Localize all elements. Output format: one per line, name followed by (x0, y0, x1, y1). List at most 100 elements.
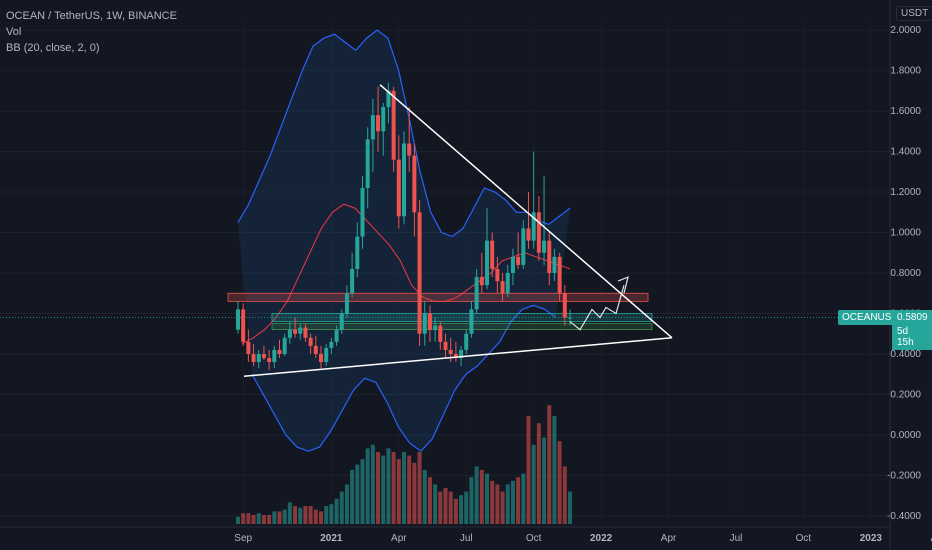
candle-body (427, 313, 432, 330)
candle-body (485, 240, 489, 286)
volume-bar (422, 470, 427, 524)
volume-bar (381, 455, 386, 524)
candle (339, 309, 344, 334)
volume-bar (412, 462, 417, 524)
legend-volume[interactable]: Vol (6, 26, 22, 38)
candle-body (422, 313, 427, 334)
currency-unit[interactable]: USDT (896, 6, 932, 21)
candle-body (381, 107, 386, 132)
candle (241, 303, 246, 346)
volume-bar (552, 416, 557, 524)
candle-body (459, 349, 464, 359)
candle (516, 232, 521, 269)
candle (251, 343, 256, 367)
volume-bar (251, 515, 256, 524)
candle (360, 175, 365, 249)
candle (407, 107, 412, 172)
y-tick-label: 1.2000 (890, 187, 921, 198)
x-tick-label: Apr (661, 533, 677, 544)
candle (495, 256, 500, 294)
descending-trendline (379, 84, 673, 339)
volume-bar (370, 444, 375, 524)
candle-body (241, 309, 246, 342)
candle-body (391, 90, 396, 160)
candle-body (236, 309, 240, 330)
volume-bar (287, 502, 292, 524)
candle (521, 220, 526, 269)
candle (490, 232, 495, 278)
volume-bar (536, 423, 541, 524)
support-resistance-zones (0, 292, 890, 330)
candle-body (344, 293, 349, 314)
candle (287, 321, 292, 344)
volume-bar (438, 491, 443, 524)
volume-bar (495, 484, 500, 524)
candle-body (516, 256, 521, 265)
volume-bar (334, 498, 339, 524)
bb-lower (251, 304, 557, 452)
candle (365, 127, 370, 209)
candle (386, 82, 391, 124)
candle-body (469, 309, 474, 334)
candle-body (272, 349, 277, 363)
y-tick-label: 1.4000 (890, 147, 921, 158)
volume-bar (293, 506, 298, 524)
candle-body (412, 155, 417, 213)
candle (443, 333, 448, 359)
volume-bar (329, 504, 334, 524)
candle (267, 349, 272, 371)
candle-body (505, 273, 510, 294)
candle-body (552, 256, 557, 274)
volume-bar (562, 466, 567, 524)
candle (277, 339, 282, 359)
volume-bar (479, 470, 484, 524)
volume-bar (313, 509, 318, 524)
candle-body (370, 115, 375, 140)
candle (272, 345, 277, 369)
volume-bar (402, 452, 406, 524)
candle (344, 285, 349, 318)
y-tick-label: 2.0000 (890, 25, 921, 36)
candle-body (407, 143, 412, 156)
y-tick-label: 0.4000 (890, 349, 921, 360)
candle-body (293, 329, 298, 334)
candle (469, 301, 474, 338)
candle (422, 301, 427, 346)
volume-bar (542, 437, 547, 524)
volume-bar (319, 511, 323, 524)
candle (526, 192, 531, 249)
volume-bar (391, 452, 396, 524)
time-axis[interactable]: Sep 2021 Apr Jul Oct 2022 Apr Jul Oct 2023 Apr (0, 526, 932, 544)
volume-bar (396, 459, 401, 524)
candle (381, 102, 386, 156)
candle (236, 301, 240, 334)
candle-body (365, 139, 370, 188)
candlesticks (236, 82, 572, 371)
candle (412, 143, 417, 237)
candle-body (298, 327, 303, 334)
volume-bar (474, 466, 479, 524)
chart-legend: OCEAN / TetherUS, 1W, BINANCE Vol BB (20… (6, 8, 177, 56)
bb-upper (237, 29, 571, 238)
candle (298, 323, 303, 340)
projection-path (569, 284, 625, 331)
candle-body (433, 325, 438, 330)
candle (256, 349, 261, 369)
volume-bar (308, 506, 313, 524)
last-price-label: 0.5809 (892, 310, 932, 325)
candle (370, 98, 375, 172)
volume-bar (433, 484, 438, 524)
candle-body (417, 212, 422, 334)
volume-bar (407, 455, 412, 524)
x-tick-label: 2021 (320, 533, 343, 544)
candle (246, 329, 251, 363)
volume-bar (298, 507, 303, 524)
candle (313, 335, 318, 359)
legend-bollinger[interactable]: BB (20, close, 2, 0) (6, 42, 100, 54)
price-axis[interactable]: 2.0000 1.8000 1.6000 1.4000 1.2000 1.0000 0.80… (887, 0, 921, 550)
legend-title[interactable]: OCEAN / TetherUS, 1W, BINANCE (6, 10, 177, 22)
ascending-trendline (243, 337, 673, 377)
resistance-zone (227, 292, 649, 302)
candle-body (334, 329, 339, 342)
